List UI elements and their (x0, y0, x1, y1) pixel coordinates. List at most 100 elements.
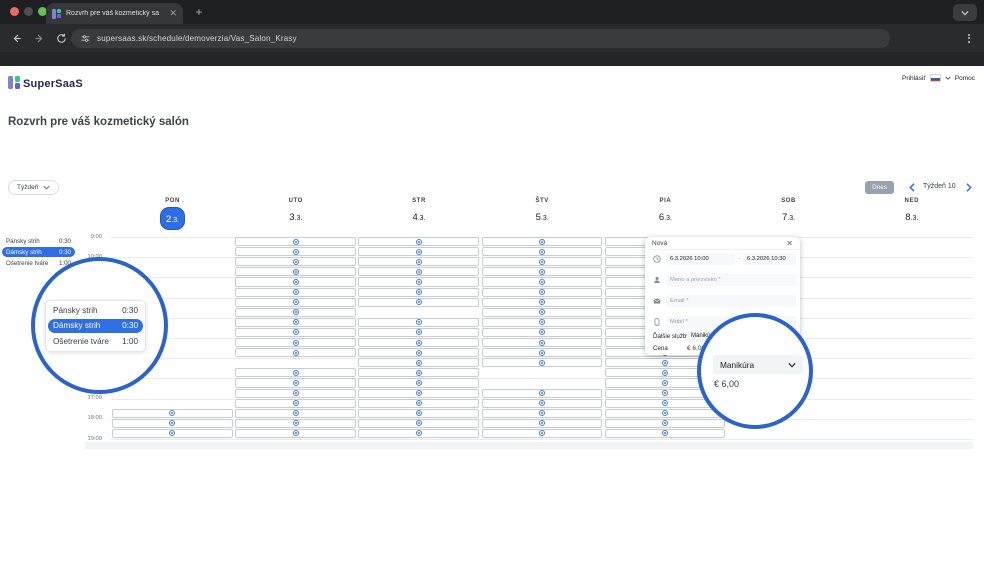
add-booking-icon[interactable] (538, 278, 545, 285)
add-booking-icon[interactable] (415, 410, 422, 417)
slot-PIA-18:30[interactable] (604, 428, 726, 439)
slot-STR-11:30[interactable] (358, 287, 480, 297)
slot-PIA-17:30[interactable] (604, 408, 726, 418)
add-booking-icon[interactable] (415, 238, 422, 245)
add-booking-icon[interactable] (292, 278, 299, 285)
add-booking-icon[interactable] (415, 430, 422, 437)
popup-close-icon[interactable]: ✕ (786, 238, 793, 248)
slot-STR-17:30[interactable] (358, 408, 480, 418)
window-minimize-button[interactable] (24, 7, 33, 16)
day-date-PIA[interactable]: 6.3. (658, 212, 672, 223)
day-date-SOB[interactable]: 7.3. (782, 212, 796, 223)
add-booking-icon[interactable] (415, 369, 422, 376)
add-booking-icon[interactable] (415, 420, 422, 427)
add-booking-icon[interactable] (169, 410, 176, 417)
slot-PON-18:00[interactable] (112, 418, 233, 428)
slot-STR-17:00[interactable] (358, 398, 480, 408)
email-input[interactable] (666, 295, 796, 307)
day-date-STR[interactable]: 4.3. (412, 212, 426, 223)
add-booking-icon[interactable] (292, 268, 299, 275)
today-button[interactable]: Dnes (865, 181, 894, 194)
service-item-0[interactable]: Pánsky strih 0:30 (6, 237, 71, 245)
tab-close-icon[interactable]: ✕ (169, 8, 177, 18)
day-date-UTO[interactable]: 3.3. (289, 212, 303, 223)
browser-tab[interactable]: Rozvrh pre váš kozmetický sa ✕ (46, 3, 183, 24)
slot-ŠTV-10:00[interactable] (481, 257, 603, 267)
slot-UTO-13:00[interactable] (235, 317, 356, 327)
slot-ŠTV-12:00[interactable] (481, 297, 603, 307)
tab-search-button[interactable] (953, 4, 977, 21)
add-booking-icon[interactable] (538, 400, 545, 407)
slot-STR-18:30[interactable] (358, 428, 480, 439)
slot-STR-14:30[interactable] (358, 348, 480, 358)
slot-UTO-16:30[interactable] (235, 388, 356, 398)
slot-STR-9:00[interactable] (358, 237, 480, 247)
new-tab-button[interactable]: + (195, 5, 203, 19)
add-booking-icon[interactable] (292, 299, 299, 306)
add-booking-icon[interactable] (415, 379, 422, 386)
slot-ŠTV-18:00[interactable] (481, 418, 603, 428)
slot-STR-14:00[interactable] (358, 338, 480, 348)
add-booking-icon[interactable] (415, 268, 422, 275)
add-booking-icon[interactable] (292, 339, 299, 346)
slot-UTO-16:00[interactable] (235, 378, 356, 388)
add-booking-icon[interactable] (538, 410, 545, 417)
slot-STR-10:30[interactable] (358, 267, 480, 277)
address-bar[interactable]: supersaas.sk/schedule/demoverzia/Vas_Sal… (71, 29, 890, 48)
window-zoom-button[interactable] (38, 7, 47, 16)
slot-UTO-11:30[interactable] (235, 287, 356, 297)
next-week-button[interactable] (963, 181, 975, 194)
help-link[interactable]: Pomoc (954, 74, 975, 82)
slot-ŠTV-13:30[interactable] (481, 327, 603, 338)
window-close-button[interactable] (10, 7, 19, 16)
add-booking-icon[interactable] (292, 390, 299, 397)
slot-STR-10:00[interactable] (358, 257, 480, 267)
slot-ŠTV-9:00[interactable] (481, 237, 603, 247)
slot-STR-9:30[interactable] (358, 247, 480, 257)
slot-UTO-14:00[interactable] (235, 338, 356, 348)
slot-ŠTV-10:30[interactable] (481, 267, 603, 277)
service-item-1[interactable]: Dámsky strih 0:30 (2, 247, 75, 257)
add-booking-icon[interactable] (292, 238, 299, 245)
add-booking-icon[interactable] (292, 258, 299, 265)
add-booking-icon[interactable] (292, 430, 299, 437)
add-booking-icon[interactable] (292, 309, 299, 316)
add-booking-icon[interactable] (415, 390, 422, 397)
add-booking-icon[interactable] (538, 420, 545, 427)
back-button[interactable] (8, 30, 24, 46)
add-booking-icon[interactable] (415, 289, 422, 296)
slot-UTO-17:30[interactable] (235, 408, 356, 418)
login-link[interactable]: Prihlásiť (902, 74, 926, 82)
slot-UTO-9:00[interactable] (235, 237, 356, 247)
add-booking-icon[interactable] (292, 319, 299, 326)
slot-ŠTV-16:30[interactable] (481, 388, 603, 398)
slot-UTO-18:00[interactable] (235, 418, 356, 428)
slot-UTO-12:00[interactable] (235, 297, 356, 307)
slot-ŠTV-18:30[interactable] (481, 428, 603, 439)
add-booking-icon[interactable] (292, 349, 299, 356)
add-booking-icon[interactable] (538, 299, 545, 306)
add-booking-icon[interactable] (538, 319, 545, 326)
add-booking-icon[interactable] (538, 238, 545, 245)
add-booking-icon[interactable] (662, 379, 669, 386)
name-input[interactable] (666, 274, 796, 286)
add-booking-icon[interactable] (662, 410, 669, 417)
end-datetime-input[interactable] (743, 253, 796, 265)
reload-button[interactable] (53, 30, 69, 46)
slot-ŠTV-11:00[interactable] (481, 277, 603, 287)
add-booking-icon[interactable] (538, 258, 545, 265)
slot-PON-18:30[interactable] (112, 428, 233, 439)
slot-UTO-17:00[interactable] (235, 398, 356, 408)
supersaas-logo-icon[interactable] (8, 76, 20, 89)
add-booking-icon[interactable] (415, 400, 422, 407)
add-booking-icon[interactable] (538, 248, 545, 255)
slot-ŠTV-12:30[interactable] (481, 307, 603, 317)
add-booking-icon[interactable] (415, 329, 422, 336)
brand-name[interactable]: SuperSaaS (23, 78, 83, 90)
add-booking-icon[interactable] (415, 349, 422, 356)
slot-ŠTV-17:30[interactable] (481, 408, 603, 418)
add-booking-icon[interactable] (292, 329, 299, 336)
add-booking-icon[interactable] (292, 400, 299, 407)
slot-UTO-13:30[interactable] (235, 327, 356, 338)
slot-STR-13:30[interactable] (358, 327, 480, 338)
